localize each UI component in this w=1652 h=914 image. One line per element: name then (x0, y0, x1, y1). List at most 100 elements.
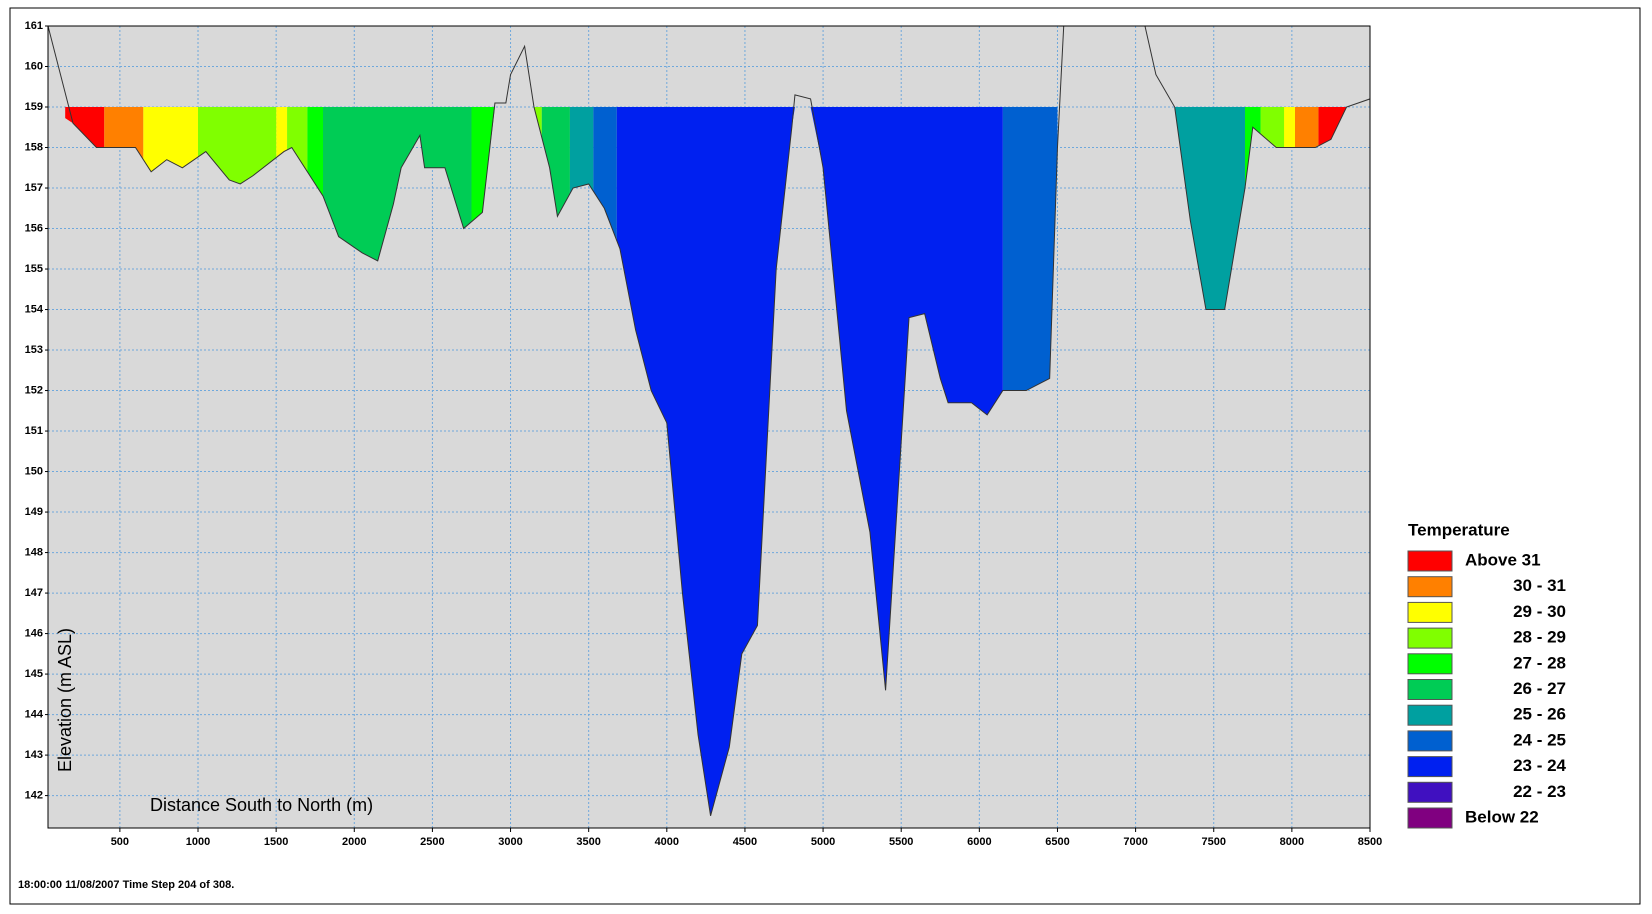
zone-group (1244, 107, 1261, 189)
legend-swatch (1407, 756, 1453, 778)
y-tick-label: 146 (25, 627, 43, 639)
zone-group (593, 107, 617, 241)
legend-swatch (1407, 576, 1453, 598)
temperature-zone (593, 107, 617, 241)
zone-group (287, 107, 308, 172)
y-tick-label: 151 (25, 425, 43, 437)
zone-group (198, 107, 277, 184)
legend-swatch (1407, 679, 1453, 700)
x-tick-label: 5000 (811, 836, 835, 848)
temperature-zone (541, 107, 570, 217)
temperature-zone (569, 107, 594, 194)
temperature-zone (287, 107, 308, 172)
x-tick-label: 8500 (1358, 836, 1382, 848)
x-tick-label: 6000 (967, 836, 991, 848)
x-tick-label: 500 (111, 836, 129, 848)
y-tick-label: 156 (25, 222, 43, 234)
temperature-zone (104, 107, 144, 160)
temperature-zone (143, 107, 199, 172)
zone-group (1284, 107, 1295, 148)
x-tick-label: 6500 (1045, 836, 1069, 848)
y-tick-label: 158 (25, 141, 43, 153)
y-tick-label: 157 (25, 182, 43, 194)
bed-group (48, 26, 1370, 816)
x-tick-label: 1000 (186, 836, 210, 848)
footer: 18:00:00 11/08/2007 Time Step 204 of 308… (18, 879, 234, 891)
legend-swatch (1407, 550, 1453, 572)
x-tick-label: 7000 (1123, 836, 1147, 848)
legend-swatch (1407, 653, 1453, 675)
legend-label: 25 - 26 (1513, 705, 1566, 724)
zone-group (307, 107, 324, 197)
legend-swatch (1407, 601, 1453, 623)
y-tick-label: 161 (25, 20, 43, 32)
legend-label: 28 - 29 (1513, 628, 1566, 647)
temperature-zone (307, 107, 324, 197)
temperature-zone (1294, 107, 1319, 148)
y-tick-label: 155 (25, 263, 43, 275)
y-tick-label: 143 (25, 749, 43, 761)
legend-swatch (1407, 730, 1453, 752)
temperature-zone (1002, 107, 1058, 391)
zone-group (143, 107, 199, 172)
temperature-zone (1284, 107, 1295, 148)
zone-group (1151, 107, 1245, 310)
zone-group (569, 107, 594, 194)
x-tick-label: 5500 (889, 836, 913, 848)
y-tick-label: 153 (25, 344, 43, 356)
x-tick-label: 2500 (420, 836, 444, 848)
temperature-zone (533, 107, 542, 138)
y-tick-label: 159 (25, 101, 43, 113)
x-tick-label: 8000 (1280, 836, 1304, 848)
zone-group (1002, 107, 1058, 391)
temperature-zone (471, 107, 508, 222)
zone-group (471, 107, 508, 222)
y-tick-label: 144 (25, 708, 44, 720)
legend-label: 22 - 23 (1513, 782, 1566, 801)
legend-swatch (1407, 627, 1453, 649)
x-axis-label: Distance South to North (m) (150, 795, 373, 815)
plot-border (47, 25, 1371, 829)
temperature-zone (1244, 107, 1261, 189)
legend-swatch (1407, 807, 1453, 829)
temperature-zone (1260, 107, 1285, 148)
legend-swatch (1407, 781, 1453, 803)
legend-title: Temperature (1408, 520, 1510, 539)
x-tick-label: 3500 (576, 836, 600, 848)
x-tick-label: 1500 (264, 836, 288, 848)
temperature-zone (65, 107, 105, 148)
x-tick-label: 4000 (655, 836, 679, 848)
x-tick-label: 2000 (342, 836, 366, 848)
zone-group (1318, 107, 1347, 146)
zone-group (1294, 107, 1319, 148)
legend-label: 23 - 24 (1513, 756, 1566, 775)
x-tick-label: 4500 (733, 836, 757, 848)
zone-group (1260, 107, 1285, 148)
y-tick-label: 160 (25, 60, 43, 72)
legend-label: 27 - 28 (1513, 653, 1566, 672)
zone-group (104, 107, 144, 160)
y-tick-label: 154 (25, 303, 44, 315)
x-tick-label: 3000 (498, 836, 522, 848)
temperature-zone (1151, 107, 1245, 310)
y-tick-label: 145 (25, 668, 43, 680)
legend-label: Below 22 (1465, 807, 1539, 826)
legend-label: Above 31 (1465, 550, 1541, 569)
zone-group (533, 107, 542, 138)
temperature-zone (276, 107, 288, 158)
zone-group (276, 107, 288, 158)
bed-profile (48, 26, 1370, 816)
legend-label: 26 - 27 (1513, 679, 1566, 698)
y-axis-label: Elevation (m ASL) (55, 628, 75, 772)
legend-label: 24 - 25 (1513, 730, 1566, 749)
zone-group (616, 107, 1003, 816)
x-tick-label: 7500 (1201, 836, 1225, 848)
legend-label: 29 - 30 (1513, 602, 1566, 621)
zone-group (541, 107, 570, 217)
y-tick-label: 147 (25, 587, 43, 599)
y-tick-label: 142 (25, 790, 43, 802)
legend-label: 30 - 31 (1513, 576, 1566, 595)
temperature-zone (616, 107, 1003, 816)
y-tick-label: 148 (25, 546, 43, 558)
